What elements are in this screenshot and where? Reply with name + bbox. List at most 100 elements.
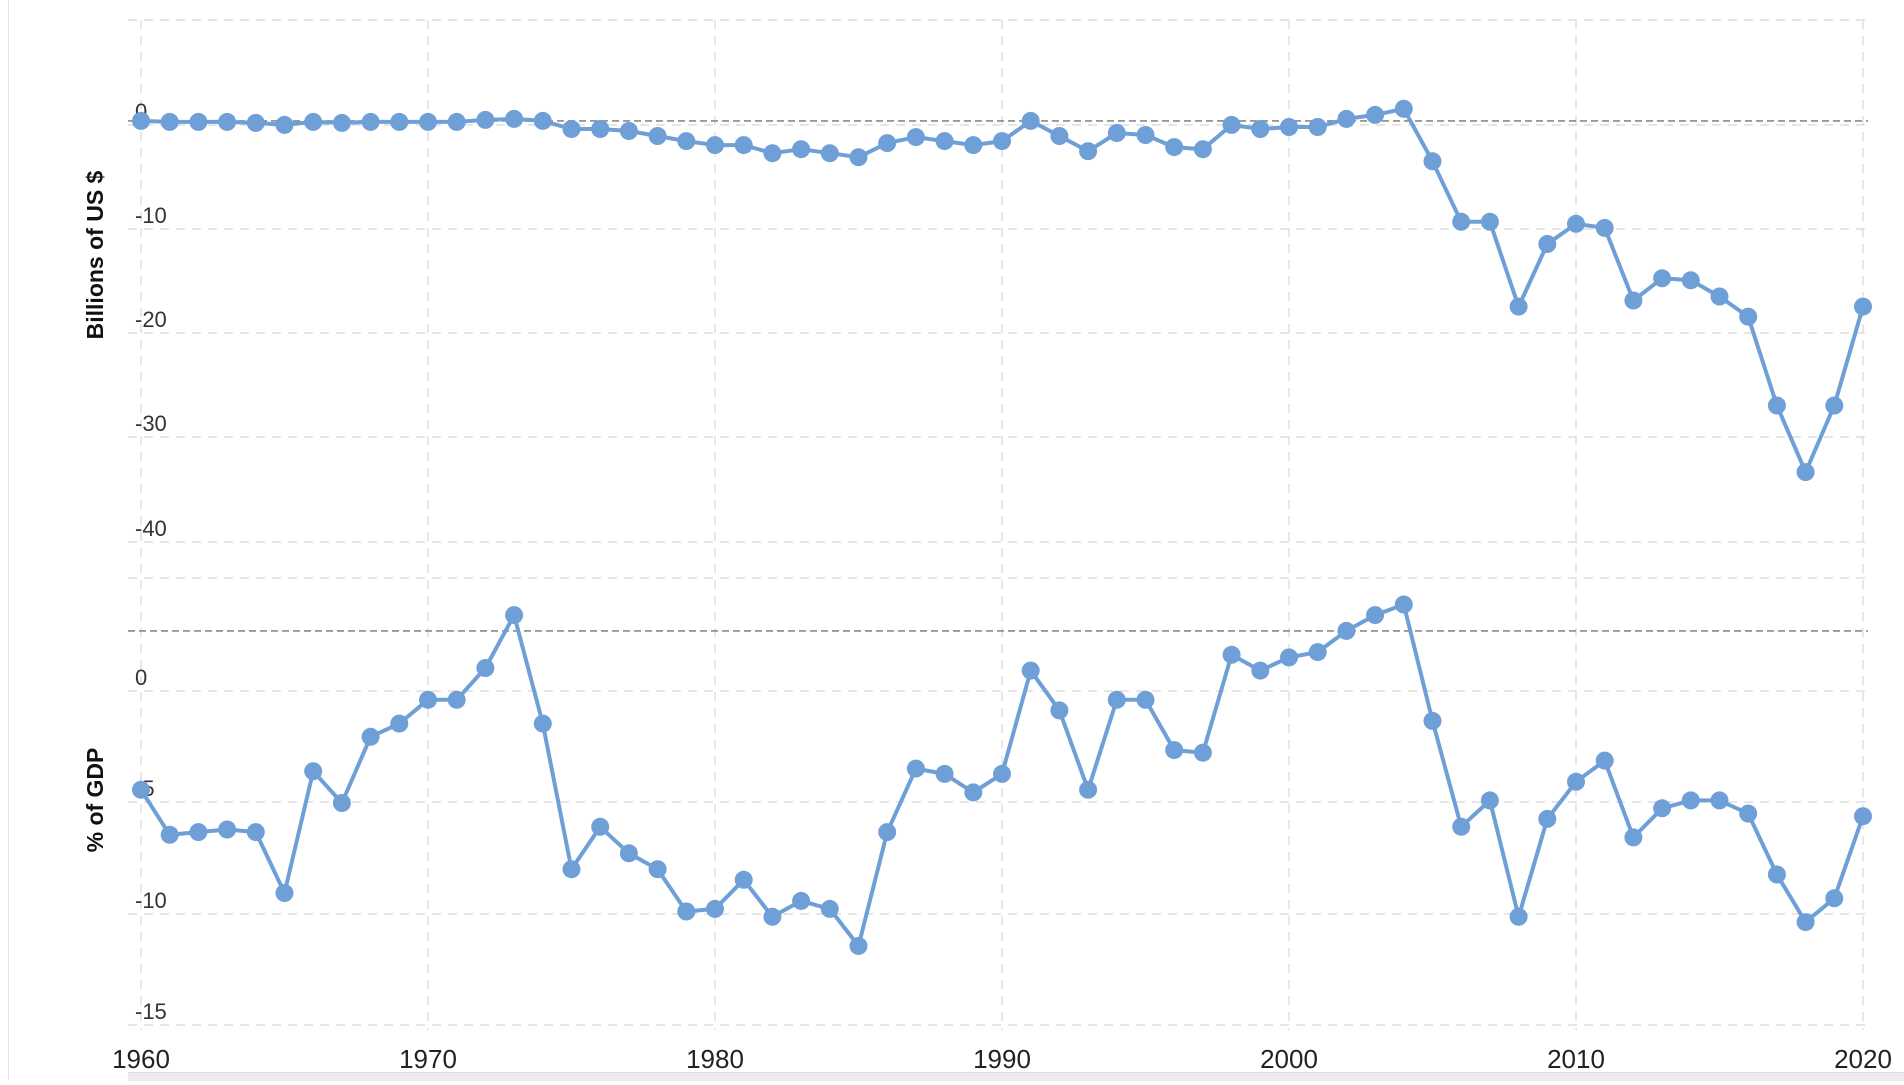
panel-2-point-2016[interactable] bbox=[1739, 804, 1758, 823]
panel-2-point-2009[interactable] bbox=[1538, 809, 1557, 828]
panel-2-point-2008[interactable] bbox=[1509, 907, 1528, 926]
panel-1-point-2016[interactable] bbox=[1739, 307, 1758, 326]
panel-1-point-2012[interactable] bbox=[1624, 291, 1643, 310]
panel-2-point-2015[interactable] bbox=[1710, 791, 1729, 810]
panel-1-point-1971[interactable] bbox=[447, 112, 466, 131]
panel-2-point-1962[interactable] bbox=[189, 823, 208, 842]
panel-1-point-1989[interactable] bbox=[964, 136, 983, 155]
panel-1-point-1967[interactable] bbox=[332, 113, 351, 132]
panel-2-point-2012[interactable] bbox=[1624, 828, 1643, 847]
panel-1-point-1962[interactable] bbox=[189, 112, 208, 131]
panel-2-point-1989[interactable] bbox=[964, 783, 983, 802]
panel-2-point-1987[interactable] bbox=[906, 759, 925, 778]
panel-2-point-1975[interactable] bbox=[562, 860, 581, 879]
panel-1-point-1973[interactable] bbox=[505, 109, 524, 128]
panel-1-point-1963[interactable] bbox=[218, 112, 237, 131]
panel-1-point-1968[interactable] bbox=[361, 112, 380, 131]
panel-2-point-1972[interactable] bbox=[476, 659, 495, 677]
panel-2-point-1997[interactable] bbox=[1193, 743, 1212, 762]
panel-2-point-1993[interactable] bbox=[1079, 780, 1098, 799]
panel-2-point-1992[interactable] bbox=[1050, 701, 1069, 720]
panel-1-point-1979[interactable] bbox=[677, 132, 696, 151]
panel-1-point-1991[interactable] bbox=[1021, 111, 1040, 130]
panel-1-point-1970[interactable] bbox=[419, 112, 437, 131]
panel-2-point-1965[interactable] bbox=[275, 884, 294, 902]
panel-2-point-1976[interactable] bbox=[591, 817, 610, 836]
panel-2-point-1979[interactable] bbox=[677, 902, 696, 921]
panel-2-point-1967[interactable] bbox=[332, 794, 351, 812]
panel-1-point-1960[interactable] bbox=[132, 111, 150, 130]
panel-2-point-2005[interactable] bbox=[1423, 711, 1442, 730]
panel-1-point-2009[interactable] bbox=[1538, 235, 1557, 253]
panel-2-point-1988[interactable] bbox=[935, 764, 954, 783]
panel-1-point-2002[interactable] bbox=[1337, 109, 1356, 128]
panel-2-point-2018[interactable] bbox=[1796, 913, 1815, 932]
panel-2-point-1999[interactable] bbox=[1251, 661, 1270, 680]
panel-2-point-1991[interactable] bbox=[1021, 661, 1040, 680]
panel-1-point-1985[interactable] bbox=[849, 148, 868, 167]
panel-2-point-2001[interactable] bbox=[1308, 643, 1327, 662]
panel-1-point-1972[interactable] bbox=[476, 110, 495, 129]
panel-2-point-1977[interactable] bbox=[619, 844, 638, 863]
panel-2-point-1984[interactable] bbox=[820, 899, 839, 918]
panel-2-point-1998[interactable] bbox=[1222, 645, 1241, 664]
panel-1-point-1996[interactable] bbox=[1165, 138, 1184, 157]
panel-2-point-1994[interactable] bbox=[1107, 690, 1126, 709]
panel-1-point-1981[interactable] bbox=[734, 136, 753, 155]
panel-2-point-1974[interactable] bbox=[533, 714, 552, 733]
panel-2-point-2007[interactable] bbox=[1480, 791, 1499, 810]
panel-2-point-2019[interactable] bbox=[1825, 889, 1844, 908]
panel-2-point-2000[interactable] bbox=[1280, 648, 1298, 667]
panel-1-point-1961[interactable] bbox=[160, 112, 179, 131]
panel-1-point-1965[interactable] bbox=[275, 115, 294, 134]
panel-1-point-1988[interactable] bbox=[935, 132, 954, 151]
panel-1-point-1987[interactable] bbox=[906, 128, 925, 147]
panel-2-point-2006[interactable] bbox=[1452, 817, 1471, 836]
panel-1-point-2007[interactable] bbox=[1480, 212, 1499, 231]
panel-2-point-2002[interactable] bbox=[1337, 621, 1356, 640]
panel-1-point-2001[interactable] bbox=[1308, 118, 1327, 136]
panel-1-point-2014[interactable] bbox=[1681, 271, 1700, 290]
panel-1-point-1995[interactable] bbox=[1136, 126, 1155, 144]
panel-1-point-2004[interactable] bbox=[1394, 99, 1413, 118]
panel-1-point-1980[interactable] bbox=[706, 136, 724, 155]
panel-1-point-1982[interactable] bbox=[763, 144, 782, 163]
panel-2-point-1995[interactable] bbox=[1136, 690, 1155, 709]
panel-1-point-1999[interactable] bbox=[1251, 120, 1270, 138]
panel-2-point-1982[interactable] bbox=[763, 907, 782, 926]
panel-1-point-2018[interactable] bbox=[1796, 463, 1815, 482]
panel-2-point-1964[interactable] bbox=[246, 823, 265, 842]
panel-1-point-1992[interactable] bbox=[1050, 127, 1069, 145]
panel-1-point-1994[interactable] bbox=[1107, 124, 1126, 142]
panel-1-point-2008[interactable] bbox=[1509, 297, 1528, 316]
panel-2-point-1969[interactable] bbox=[390, 714, 409, 733]
panel-1-point-2015[interactable] bbox=[1710, 287, 1729, 306]
panel-2-point-1981[interactable] bbox=[734, 870, 753, 889]
panel-1-point-2010[interactable] bbox=[1567, 214, 1585, 233]
panel-1-point-1969[interactable] bbox=[390, 112, 409, 131]
panel-2-point-2003[interactable] bbox=[1366, 606, 1385, 625]
panel-1-point-2003[interactable] bbox=[1366, 105, 1385, 124]
panel-1-point-2005[interactable] bbox=[1423, 152, 1442, 171]
panel-2-point-1983[interactable] bbox=[792, 891, 811, 910]
panel-2-point-1978[interactable] bbox=[648, 860, 667, 879]
panel-1-point-2019[interactable] bbox=[1825, 396, 1844, 415]
panel-2-point-2011[interactable] bbox=[1595, 751, 1614, 770]
panel-1-point-2020[interactable] bbox=[1854, 297, 1872, 316]
panel-2-point-1960[interactable] bbox=[132, 780, 150, 799]
panel-1-point-1974[interactable] bbox=[533, 111, 552, 130]
panel-1-point-1993[interactable] bbox=[1079, 142, 1098, 161]
panel-2-point-2004[interactable] bbox=[1394, 595, 1413, 614]
panel-1-point-1977[interactable] bbox=[619, 122, 638, 140]
panel-2-point-2014[interactable] bbox=[1681, 791, 1700, 810]
panel-2-point-1968[interactable] bbox=[361, 727, 380, 746]
panel-2-point-1971[interactable] bbox=[447, 690, 466, 709]
panel-1-point-2017[interactable] bbox=[1767, 396, 1786, 415]
panel-2-point-1980[interactable] bbox=[706, 899, 724, 918]
panel-2-point-1966[interactable] bbox=[304, 762, 323, 781]
panel-2-point-2013[interactable] bbox=[1653, 799, 1672, 818]
panel-2-point-1963[interactable] bbox=[218, 820, 237, 839]
panel-1-point-1975[interactable] bbox=[562, 120, 581, 138]
panel-1-point-1966[interactable] bbox=[304, 112, 323, 131]
panel-2-point-1996[interactable] bbox=[1165, 741, 1184, 760]
